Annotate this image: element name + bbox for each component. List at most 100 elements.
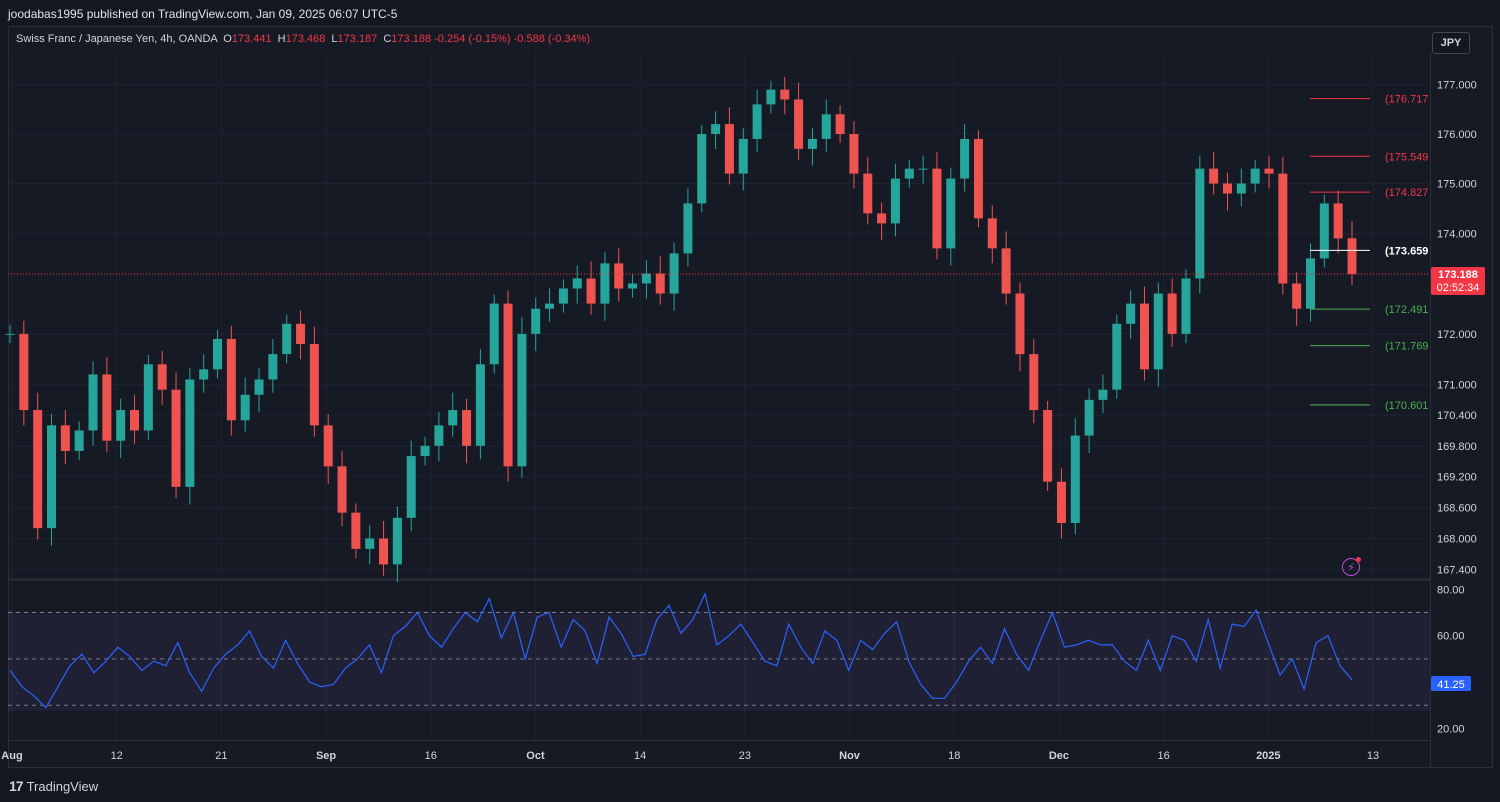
candle-body [1181, 278, 1191, 334]
time-tick-label: Dec [1049, 750, 1069, 762]
candle-body [1264, 168, 1274, 174]
price-tick-label: 172.000 [1437, 329, 1477, 341]
rsi-tick-label: 20.00 [1437, 723, 1465, 735]
time-tick-label: Nov [839, 750, 861, 762]
close-label: C [383, 33, 392, 45]
lightning-alert-icon[interactable]: ⚡ [1342, 558, 1360, 576]
candle-body [1209, 168, 1219, 184]
open-value: 173.441 [231, 33, 272, 45]
price-tick-label: 175.000 [1437, 179, 1477, 191]
high-value: 173.468 [285, 33, 326, 45]
candle-body [545, 303, 555, 309]
time-tick-label: Aug [1, 750, 22, 762]
price-tick-label: 168.600 [1437, 502, 1477, 514]
time-tick-label: Oct [526, 750, 545, 762]
price-levels: (176.717 (175.549 (174.827 (173.659 (172.491… [1310, 94, 1428, 412]
candle-body [1015, 293, 1025, 355]
level-label: (170.601 [1385, 400, 1428, 412]
candle-body [1195, 168, 1205, 279]
candle-body [655, 273, 665, 294]
change-value: -0.254 (-0.15%) [434, 33, 511, 45]
candle-body [1333, 203, 1343, 239]
candle-body [932, 168, 942, 249]
candle-body [296, 323, 306, 345]
candle-body [794, 99, 804, 149]
candle-body [1112, 323, 1122, 390]
footer: 17 TradingView [9, 778, 98, 794]
high-label: H [277, 33, 286, 45]
candle-body [738, 138, 748, 174]
candle-body [821, 114, 831, 139]
time-tick-label: 13 [1367, 750, 1379, 762]
candle-body [558, 288, 568, 304]
candle-body [987, 218, 997, 249]
candle-body [33, 410, 43, 529]
candle-body [392, 517, 402, 565]
candle-body [600, 263, 610, 304]
brand-name: TradingView [26, 778, 99, 794]
candle-body [420, 445, 430, 457]
time-tick-label: 16 [425, 750, 437, 762]
rsi-band-fill [8, 611, 1430, 711]
candle-body [904, 168, 914, 179]
level-label: (174.827 [1385, 187, 1428, 199]
time-tick-label: 23 [739, 750, 751, 762]
price-tick-label: 174.000 [1437, 228, 1477, 240]
candle-body [489, 303, 499, 365]
candle-body [863, 173, 873, 214]
candle-body [724, 124, 734, 174]
price-tick-label: 171.000 [1437, 380, 1477, 392]
last-price-label: 173.188 [1438, 269, 1478, 281]
currency-button[interactable]: JPY [1432, 32, 1470, 54]
rsi-value-label: 41.25 [1437, 679, 1465, 691]
candle-body [60, 425, 70, 451]
notification-dot [1356, 557, 1361, 562]
candle-body [877, 213, 887, 224]
rsi-line [9, 592, 1353, 709]
candle-body [641, 273, 651, 284]
candle-body [475, 364, 485, 446]
price-tick-label: 176.000 [1437, 129, 1477, 141]
candle-body [1098, 389, 1108, 400]
candle-body [1292, 283, 1302, 309]
rsi-value-badge [1431, 676, 1471, 691]
candle-body [614, 263, 624, 289]
level-label: (176.717 [1385, 94, 1428, 106]
change2-value: -0.588 (-0.34%) [513, 33, 591, 45]
open-label: O [223, 33, 232, 45]
candle-body [586, 278, 596, 304]
candle-body [1070, 435, 1080, 523]
low-label: L [331, 33, 338, 45]
price-tick-label: 169.200 [1437, 472, 1477, 484]
price-axis: 177.000 176.000 175.000 174.000 172.000 171.0… [1437, 80, 1477, 577]
candle-body [1029, 354, 1039, 411]
candle-body [517, 333, 527, 467]
candle-body [766, 89, 776, 105]
candle-body [572, 278, 582, 289]
candle-body [890, 178, 900, 224]
candle-body [448, 410, 458, 426]
time-tick-label: 12 [111, 750, 123, 762]
price-tick-label: 167.400 [1437, 565, 1477, 577]
candle-body [365, 538, 375, 549]
candle-body [960, 138, 970, 179]
candle-body [946, 178, 956, 249]
candle-body [711, 124, 721, 134]
countdown-label: 02:52:34 [1437, 282, 1480, 294]
candle-body [835, 114, 845, 134]
candle-body [531, 308, 541, 334]
candle-body [74, 430, 84, 451]
symbol-legend: Swiss Franc / Japanese Yen, 4h, OANDA O1… [16, 33, 590, 45]
candle-body [752, 104, 762, 139]
candle-body [697, 133, 707, 204]
candle-body [628, 283, 638, 289]
level-label: (171.769 [1385, 341, 1428, 353]
candle-body [282, 323, 292, 355]
candle-body [1236, 183, 1246, 194]
candle-body [213, 338, 223, 370]
candle-body [503, 303, 513, 467]
candle-body [116, 410, 126, 441]
time-tick-label: 14 [634, 750, 646, 762]
